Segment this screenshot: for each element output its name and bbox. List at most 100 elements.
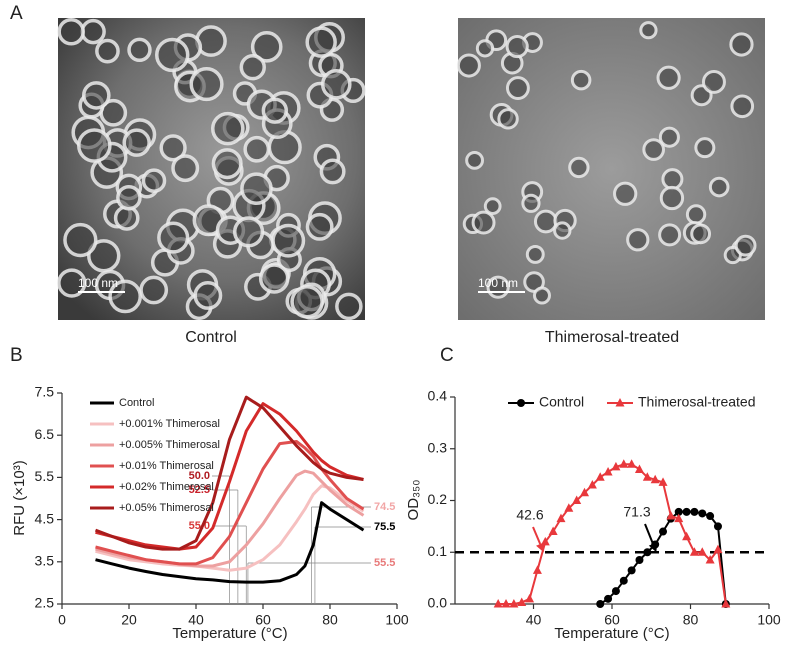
panel-label: B [10,345,23,366]
particle [505,76,530,100]
particles [57,17,366,321]
marker [635,556,644,565]
particle [211,148,243,180]
particle [116,184,142,211]
particle [305,212,334,241]
particle [155,37,190,73]
particle [108,279,142,314]
particle [250,31,283,63]
particle [122,128,151,157]
marker [674,507,683,516]
particle [95,38,120,64]
particle [290,285,324,319]
arrow-head [536,542,545,553]
particle [141,168,167,193]
particle [335,292,363,321]
marker [674,513,684,523]
particle [661,168,684,191]
annotation: 50.0 [189,470,210,482]
y-tick-label: 0.2 [428,491,448,507]
particle [729,32,754,57]
series-line [95,501,365,584]
y-tick-label: 0.0 [428,595,448,611]
marker [556,513,566,523]
marker [682,531,692,541]
y-tick-label: 6.5 [35,426,55,442]
x-tick-label: 60 [255,612,271,628]
marker [587,479,597,489]
x-tick-label: 40 [188,612,204,628]
particle [568,156,590,179]
y-tick-label: 0.1 [428,543,448,559]
particle [258,263,290,294]
particle [553,221,572,240]
y-tick-label: 5.5 [35,468,55,484]
series-line [498,463,727,605]
scale-bar-label: 100 nm [78,276,118,290]
particle [82,81,111,110]
annotation: 42.6 [516,507,543,523]
x-tick-label: 100 [757,612,781,628]
series-line [94,395,364,551]
marker [642,472,652,481]
particle [80,18,106,45]
x-tick-label: 20 [121,612,137,628]
particle [243,135,271,163]
panel-label: A [10,3,23,24]
particle [193,281,223,310]
particle [240,172,273,206]
particle [613,181,638,206]
particle [471,210,496,235]
y-tick-label: 4.5 [35,510,55,526]
x-tick-label: 80 [683,612,699,628]
x-axis-label: Temperature (°C) [172,625,287,642]
y-tick-label: 0.3 [428,439,448,455]
marker [532,565,542,574]
particle [639,21,658,40]
annotation: 52.5 [189,484,210,496]
particle [57,17,85,46]
legend-label: +0.001% Thimerosal [119,418,220,430]
image-caption: Thimerosal-treated [545,329,679,346]
legend-label: +0.05% Thimerosal [119,502,214,514]
particle [701,69,726,94]
marker [689,547,699,556]
particle [157,221,190,254]
marker [697,547,707,556]
y-tick-label: 3.5 [35,553,55,569]
marker [603,467,613,476]
particle [456,53,481,78]
x-axis-label: Temperature (°C) [554,625,669,642]
marker [548,526,558,536]
marker [643,548,652,557]
y-axis-label: RFU (×10³) [11,460,28,535]
particles [456,21,757,305]
particle [505,34,529,59]
marker [564,503,574,512]
particle [521,193,541,213]
annotation-arrow [532,526,542,545]
marker [517,399,525,407]
particle [239,54,266,81]
marker [682,507,691,516]
marker [690,507,699,516]
panel-label: C [440,345,454,366]
x-tick-label: 80 [322,612,338,628]
annotation-arrow [644,523,654,545]
annotation: 74.5 [374,501,395,513]
series-line [95,484,365,572]
particle [305,26,337,58]
particle [570,69,592,91]
marker [611,587,620,596]
marker [627,566,636,575]
marker [572,495,582,504]
scale-bar-label: 100 nm [478,276,518,290]
particle [730,94,755,119]
particle [690,223,712,245]
particle [63,222,98,258]
particle [626,228,650,252]
x-tick-label: 100 [385,612,409,628]
marker [595,472,605,481]
image-caption: Control [185,329,237,346]
